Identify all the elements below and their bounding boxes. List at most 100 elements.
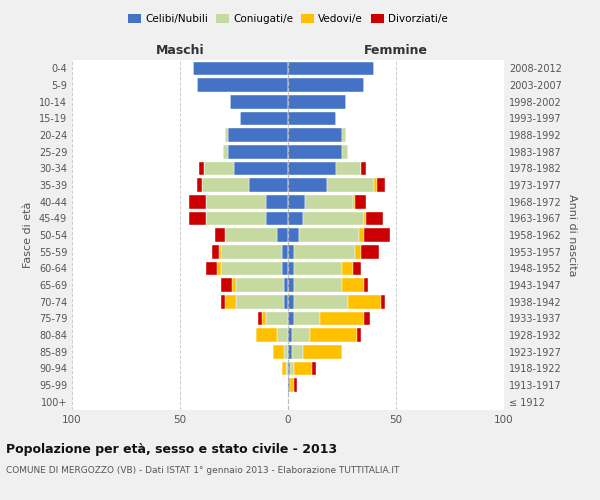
Bar: [288, 362, 290, 375]
Bar: [381, 295, 385, 308]
Bar: [292, 345, 303, 358]
Bar: [290, 378, 295, 392]
Bar: [223, 145, 227, 158]
Bar: [374, 178, 377, 192]
Bar: [288, 312, 295, 325]
Bar: [288, 212, 303, 225]
Bar: [295, 245, 355, 258]
Bar: [197, 78, 288, 92]
Bar: [281, 262, 288, 275]
Bar: [212, 245, 219, 258]
Bar: [288, 145, 342, 158]
Bar: [288, 112, 335, 125]
Bar: [234, 162, 288, 175]
Bar: [232, 278, 236, 292]
Bar: [364, 278, 368, 292]
Bar: [288, 62, 374, 75]
Bar: [295, 362, 312, 375]
Bar: [288, 295, 295, 308]
Bar: [202, 178, 249, 192]
Bar: [188, 212, 206, 225]
Bar: [258, 312, 262, 325]
Bar: [227, 145, 288, 158]
Bar: [288, 78, 364, 92]
Bar: [364, 228, 389, 242]
Bar: [288, 328, 292, 342]
Bar: [226, 128, 227, 142]
Bar: [353, 262, 361, 275]
Bar: [288, 278, 295, 292]
Bar: [206, 195, 266, 208]
Bar: [299, 228, 359, 242]
Bar: [295, 278, 342, 292]
Bar: [359, 228, 364, 242]
Bar: [236, 278, 284, 292]
Bar: [286, 362, 288, 375]
Bar: [303, 212, 364, 225]
Bar: [288, 178, 327, 192]
Bar: [361, 245, 379, 258]
Bar: [219, 245, 221, 258]
Bar: [230, 95, 288, 108]
Bar: [288, 228, 299, 242]
Bar: [236, 295, 284, 308]
Bar: [342, 278, 364, 292]
Text: COMUNE DI MERGOZZO (VB) - Dati ISTAT 1° gennaio 2013 - Elaborazione TUTTITALIA.I: COMUNE DI MERGOZZO (VB) - Dati ISTAT 1° …: [6, 466, 400, 475]
Bar: [226, 295, 236, 308]
Bar: [355, 245, 361, 258]
Bar: [215, 228, 226, 242]
Bar: [277, 328, 288, 342]
Bar: [284, 345, 288, 358]
Bar: [284, 278, 288, 292]
Bar: [310, 328, 357, 342]
Bar: [361, 162, 366, 175]
Bar: [221, 262, 281, 275]
Bar: [288, 262, 295, 275]
Bar: [199, 162, 204, 175]
Bar: [221, 295, 226, 308]
Bar: [342, 128, 346, 142]
Bar: [288, 128, 342, 142]
Text: Femmine: Femmine: [364, 44, 428, 57]
Bar: [241, 112, 288, 125]
Bar: [377, 178, 385, 192]
Bar: [277, 228, 288, 242]
Bar: [193, 62, 288, 75]
Bar: [295, 378, 296, 392]
Bar: [188, 195, 206, 208]
Bar: [221, 278, 232, 292]
Bar: [342, 145, 349, 158]
Bar: [292, 328, 310, 342]
Bar: [288, 378, 290, 392]
Bar: [288, 95, 346, 108]
Bar: [312, 362, 316, 375]
Bar: [262, 312, 266, 325]
Bar: [288, 345, 292, 358]
Bar: [290, 362, 295, 375]
Bar: [335, 162, 361, 175]
Bar: [295, 312, 320, 325]
Bar: [221, 245, 281, 258]
Bar: [284, 295, 288, 308]
Bar: [281, 362, 286, 375]
Bar: [206, 212, 266, 225]
Bar: [266, 312, 288, 325]
Bar: [349, 295, 381, 308]
Bar: [364, 312, 370, 325]
Bar: [353, 195, 355, 208]
Text: Maschi: Maschi: [155, 44, 205, 57]
Bar: [217, 262, 221, 275]
Bar: [256, 328, 277, 342]
Bar: [305, 195, 353, 208]
Text: Popolazione per età, sesso e stato civile - 2013: Popolazione per età, sesso e stato civil…: [6, 442, 337, 456]
Bar: [366, 212, 383, 225]
Legend: Celibi/Nubili, Coniugati/e, Vedovi/e, Divorziati/e: Celibi/Nubili, Coniugati/e, Vedovi/e, Di…: [124, 10, 452, 29]
Bar: [303, 345, 342, 358]
Bar: [288, 195, 305, 208]
Bar: [327, 178, 374, 192]
Bar: [273, 345, 284, 358]
Bar: [281, 245, 288, 258]
Bar: [249, 178, 288, 192]
Bar: [206, 262, 217, 275]
Bar: [320, 312, 364, 325]
